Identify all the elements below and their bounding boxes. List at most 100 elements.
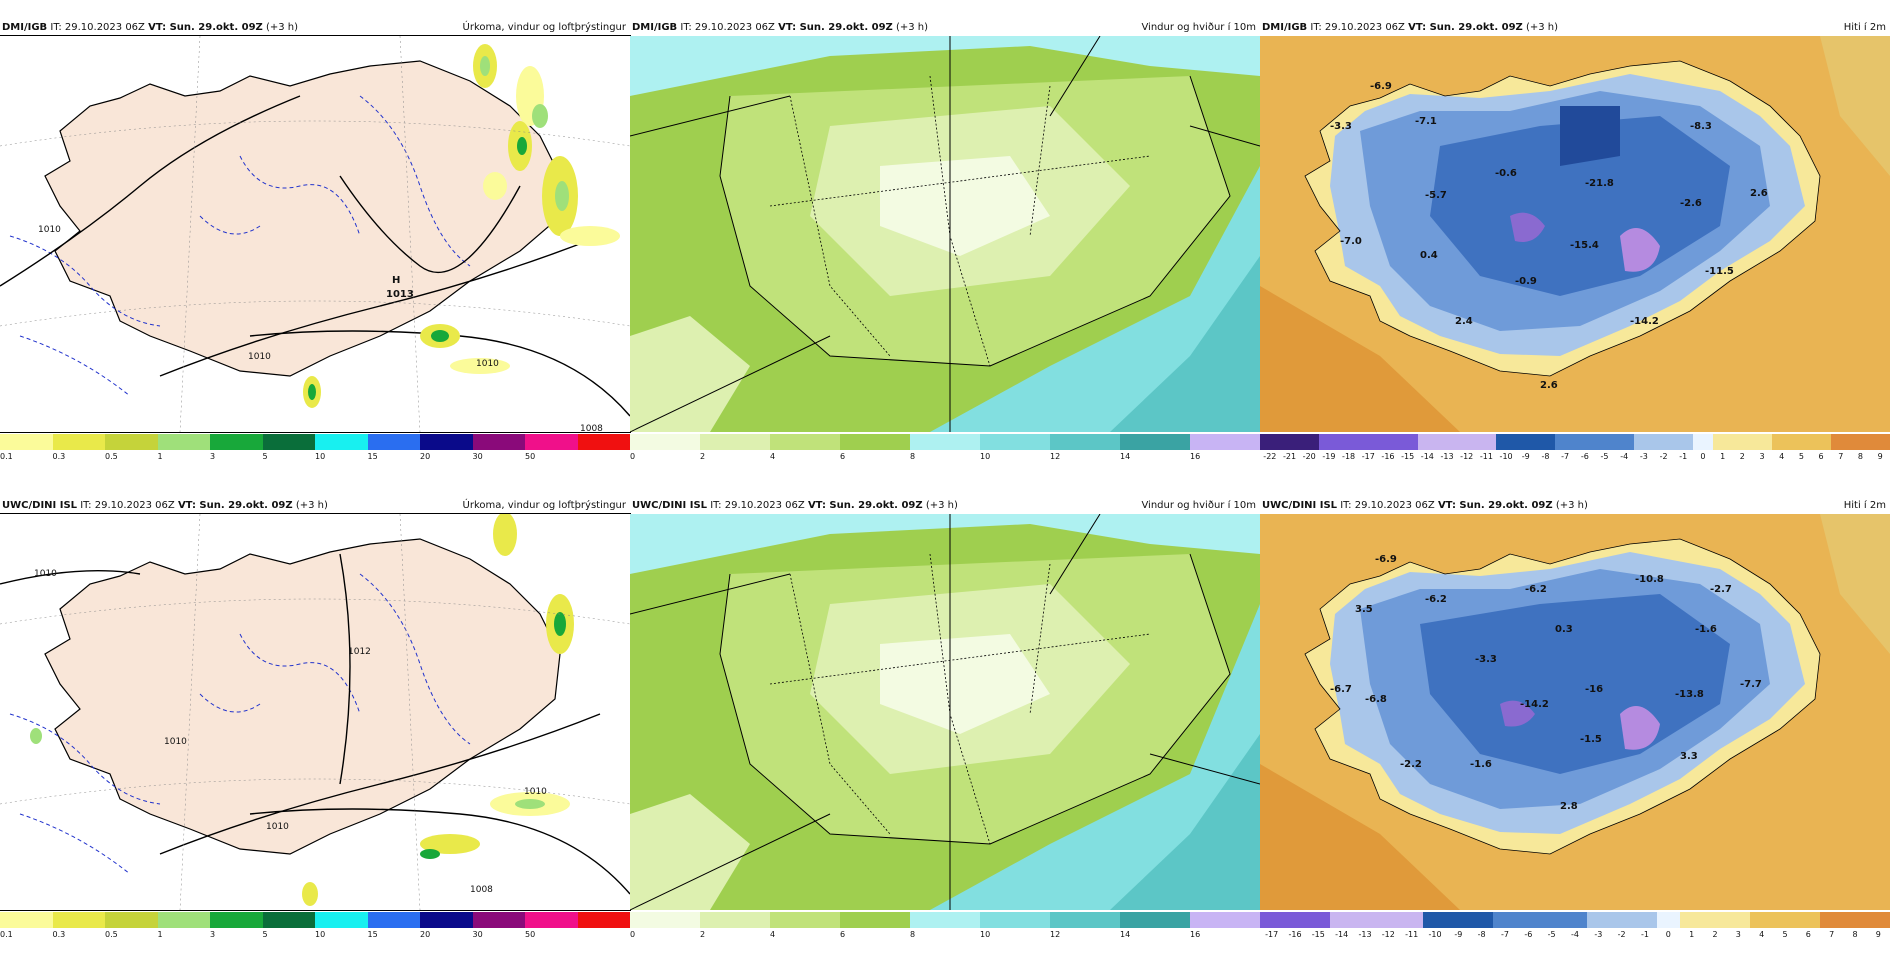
- colorbar-tick-label: 3: [1735, 930, 1741, 939]
- temp-colorbar: [1260, 912, 1890, 928]
- isobar-label: 1012: [348, 647, 371, 657]
- colorbar-tick-label: -4: [1571, 930, 1579, 939]
- temperature-value: -7.7: [1740, 679, 1762, 690]
- panel-precip-top: DMI/IGB IT: 29.10.2023 06Z VT: Sun. 29.o…: [0, 0, 631, 475]
- lead-time: (+3 h): [925, 500, 958, 511]
- colorbar-swatch: [1819, 912, 1844, 928]
- colorbar-tick-label: 8: [1857, 452, 1864, 461]
- isobar-label: 1008: [580, 424, 603, 432]
- colorbar-tick-label: 14: [1120, 452, 1131, 461]
- panel-title: Úrkoma, vindur og loftþrýstingur: [462, 500, 626, 511]
- colorbar-tick-label: 2: [1739, 452, 1745, 461]
- colorbar-swatch: [1811, 434, 1831, 450]
- colorbar-swatch: [1575, 434, 1595, 450]
- temperature-value: -2.2: [1400, 759, 1422, 770]
- colorbar-swatch: [157, 912, 210, 928]
- panel-precip-bottom: UWC/DINI ISL IT: 29.10.2023 06Z VT: Sun.…: [0, 478, 631, 953]
- colorbar-tick-label: 2: [700, 452, 706, 461]
- colorbar-swatch: [1791, 434, 1812, 450]
- colorbar-swatch: [840, 912, 910, 928]
- colorbar-swatch: [700, 434, 770, 450]
- temp-map: -6.9 -3.3 -7.1 -8.3 -0.6 -21.8 -5.7 -7.0 0.4 -15.…: [1260, 36, 1890, 432]
- precip-colorbar: [0, 434, 630, 450]
- colorbar-tick-label: -16: [1381, 452, 1395, 461]
- colorbar-swatch: [1437, 434, 1457, 450]
- isobar-label: 1010: [248, 352, 271, 362]
- colorbar-tick-label: 50: [525, 930, 536, 939]
- colorbar-tick-label: -19: [1322, 452, 1336, 461]
- model-name: UWC/DINI ISL: [632, 500, 708, 511]
- colorbar-swatch: [1866, 912, 1890, 928]
- colorbar-swatch: [1353, 912, 1377, 928]
- colorbar-tick-label: -17: [1265, 930, 1279, 939]
- precip-patches: [303, 44, 620, 408]
- temperature-value: -6.2: [1425, 594, 1447, 605]
- colorbar-tick-label: -8: [1541, 452, 1550, 461]
- colorbar-swatch: [1679, 912, 1704, 928]
- colorbar-swatch: [0, 434, 53, 450]
- colorbar-tick-label: -11: [1479, 452, 1493, 461]
- colorbar-tick-label: 4: [1759, 930, 1765, 939]
- temperature-value: 3.3: [1680, 751, 1698, 762]
- temperature-value: -14.2: [1520, 699, 1549, 710]
- colorbar-tick-label: 12: [1050, 452, 1061, 461]
- colorbar-tick-label: 10: [315, 452, 326, 461]
- colorbar-tick-label: -15: [1401, 452, 1415, 461]
- panel-temp-bottom: UWC/DINI ISL IT: 29.10.2023 06Z VT: Sun.…: [1260, 478, 1890, 953]
- temperature-value: -0.9: [1515, 276, 1537, 287]
- colorbar-tick-label: 9: [1875, 930, 1881, 939]
- colorbar-tick-label: 0: [1700, 452, 1706, 461]
- colorbar-swatch: [1329, 912, 1354, 928]
- colorbar-swatch: [1378, 434, 1398, 450]
- colorbar-swatch: [1830, 434, 1851, 450]
- colorbar-tick-label: 0.5: [105, 452, 118, 461]
- colorbar-tick-label: 16: [1190, 930, 1201, 939]
- temperature-value: 2.4: [1455, 316, 1473, 327]
- colorbar-swatch: [1726, 912, 1750, 928]
- valid-time: VT: Sun. 29.okt. 09Z: [177, 500, 293, 511]
- high-pressure-marker: H: [392, 275, 400, 286]
- temperature-value: -7.0: [1340, 236, 1362, 247]
- colorbar-swatch: [1594, 434, 1615, 450]
- colorbar-swatch: [1050, 912, 1120, 928]
- colorbar-swatch: [980, 912, 1050, 928]
- temp-value-labels: -6.9 -3.3 -7.1 -8.3 -0.6 -21.8 -5.7 -7.0 0.4 -15.…: [1330, 81, 1768, 391]
- colorbar-swatch: [420, 912, 473, 928]
- colorbar-tick-label: 5: [262, 452, 268, 461]
- valid-time: VT: Sun. 29.okt. 09Z: [807, 500, 923, 511]
- colorbar-swatch: [577, 912, 630, 928]
- model-name: UWC/DINI ISL: [2, 500, 78, 511]
- colorbar-tick-label: 1: [157, 452, 163, 461]
- temperature-value: -2.6: [1680, 198, 1702, 209]
- temperature-value: -6.7: [1330, 684, 1352, 695]
- init-time: IT: 29.10.2023 06Z: [80, 500, 175, 511]
- temperature-value: -3.3: [1330, 121, 1352, 132]
- lead-time: (+3 h): [895, 22, 929, 33]
- colorbar-swatch: [630, 434, 700, 450]
- precip-map-svg: 1010 1010 1010 1008 H 1013: [0, 36, 630, 432]
- colorbar-tick-label: -21: [1282, 452, 1297, 461]
- colorbar-tick-label: 1: [157, 930, 163, 939]
- colorbar-swatch: [1423, 912, 1447, 928]
- colorbar-tick-label: -20: [1302, 452, 1316, 461]
- temp-map: -6.9 3.5 -6.2 -6.2 -10.8 -2.7 0.3 -1.6 -3.3 -6.7 -…: [1260, 514, 1890, 910]
- colorbar-tick-label: -14: [1420, 452, 1434, 461]
- colorbar-swatch: [1633, 912, 1657, 928]
- colorbar-swatch: [1338, 434, 1359, 450]
- colorbar-swatch: [1732, 434, 1753, 450]
- colorbar-tick-label: -13: [1358, 930, 1372, 939]
- colorbar-tick-label: 8: [910, 452, 916, 461]
- colorbar-swatch: [980, 434, 1050, 450]
- colorbar-tick-label: -8: [1477, 930, 1486, 939]
- colorbar-swatch: [1279, 434, 1300, 450]
- temp-colorbar: [1260, 434, 1890, 450]
- colorbar-swatch: [1260, 434, 1280, 450]
- colorbar-swatch: [315, 434, 368, 450]
- colorbar-tick-label: -6: [1524, 930, 1533, 939]
- lead-time: (+3 h): [1525, 22, 1559, 33]
- panel-header: DMI/IGB IT: 29.10.2023 06Z VT: Sun. 29.o…: [630, 14, 1260, 42]
- colorbar-swatch: [1555, 434, 1575, 450]
- colorbar-tick-label: 0: [630, 930, 636, 939]
- temperature-value: 0.3: [1555, 624, 1573, 635]
- colorbar-tick-label: -11: [1405, 930, 1419, 939]
